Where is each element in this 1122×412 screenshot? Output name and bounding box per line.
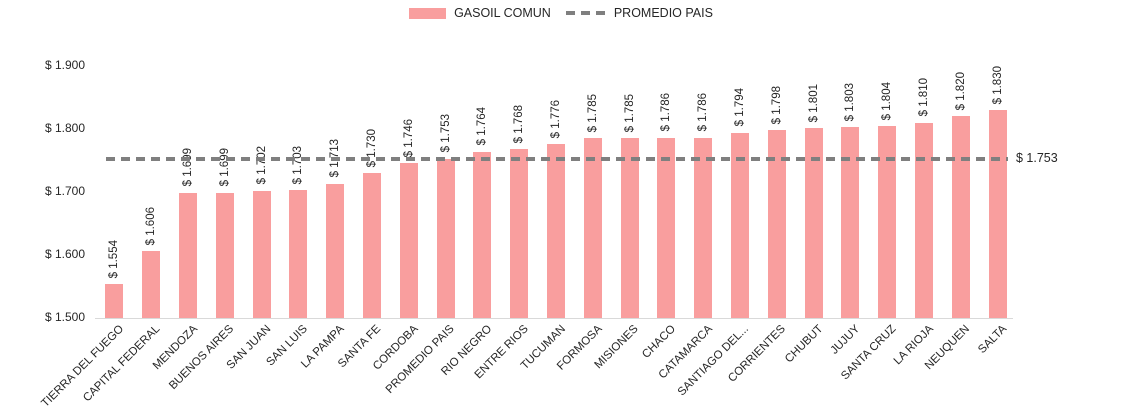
bar-group: $ 1.785 [611,94,648,318]
x-axis-label: BUENOS AIRES [167,323,237,393]
bar-group: $ 1.785 [574,94,611,318]
bar-group: $ 1.554 [96,240,133,318]
average-line [106,156,1008,161]
bar-value-label: $ 1.702 [255,146,268,185]
x-axis-line [95,318,1013,319]
chart-legend: GASOIL COMUN PROMEDIO PAIS [0,6,1122,20]
bar [620,138,639,318]
bar [326,183,345,318]
bar-value-label: $ 1.798 [770,85,783,125]
x-axis-label: CHUBUT [782,323,826,366]
bar-group: $ 1.768 [501,105,538,318]
bar-value-label: $ 1.786 [660,93,673,132]
bar-group: $ 1.786 [685,93,722,318]
bar-group: $ 1.753 [427,114,464,318]
bar [399,163,418,318]
bar-group: $ 1.730 [354,129,391,318]
bar-group: $ 1.713 [317,139,354,318]
legend-item-gasoil: GASOIL COMUN [409,6,551,20]
bar-group: $ 1.699 [206,148,243,318]
bar-value-label: $ 1.794 [733,88,746,127]
bar-group: $ 1.746 [390,119,427,318]
bar-value-label: $ 1.554 [108,239,121,278]
y-axis-tick: $ 1.800 [44,121,85,135]
y-axis-tick: $ 1.500 [44,310,85,324]
bar [362,173,381,318]
bar-value-label: $ 1.699 [218,148,231,187]
bar-value-label: $ 1.804 [881,82,894,121]
bar [694,137,713,318]
bar-value-label: $ 1.753 [439,114,452,153]
bar-value-label: $ 1.730 [365,128,378,168]
bar [546,144,565,318]
bar-group: $ 1.776 [538,100,575,318]
bar-group: $ 1.804 [869,82,906,318]
y-axis-tick: $ 1.700 [44,184,85,198]
bar-value-label: $ 1.803 [844,82,857,122]
bar-group: $ 1.803 [832,83,869,318]
bar [951,116,970,318]
y-axis-tick: $ 1.900 [44,58,85,72]
gasoil-series-swatch-icon [409,7,447,19]
bar [178,192,197,318]
bar-value-label: $ 1.746 [402,118,415,158]
bar-group: $ 1.786 [648,93,685,318]
x-axis-label: JUJUY [828,323,862,357]
bar-value-label: $ 1.768 [513,104,526,144]
bar [878,126,897,318]
bar-group: $ 1.810 [906,78,943,318]
x-axis-label: SALTA [976,323,1010,357]
x-axis-label: PROMEDIO PAIS [384,323,458,396]
legend-label-gasoil: GASOIL COMUN [454,6,551,20]
bar-value-label: $ 1.820 [954,72,967,111]
average-line-label: $ 1.753 [1016,150,1058,165]
bar [436,158,455,318]
bar-value-label: $ 1.786 [697,93,710,132]
bar [142,251,161,318]
bar-value-label: $ 1.606 [145,206,158,246]
bar-group: $ 1.794 [722,88,759,318]
y-axis-tick: $ 1.600 [44,247,85,261]
bar-group: $ 1.702 [243,146,280,318]
bar-group: $ 1.606 [133,207,170,318]
bar [289,190,308,318]
bar-value-label: $ 1.703 [292,145,305,185]
bar [914,122,933,318]
bar [730,132,749,318]
bar [252,190,271,318]
bar [988,110,1007,318]
legend-label-promedio: PROMEDIO PAIS [613,6,713,20]
bar-group: $ 1.820 [942,72,979,318]
bar-value-label: $ 1.776 [549,99,562,139]
bar-group: $ 1.703 [280,146,317,318]
bar-value-label: $ 1.801 [807,84,820,123]
bar [215,192,234,318]
bar-value-label: $ 1.810 [917,78,930,117]
bar-group: $ 1.798 [758,86,795,318]
legend-item-promedio: PROMEDIO PAIS [565,6,713,20]
bar [105,283,124,318]
promedio-series-swatch-icon [565,11,606,15]
bar-group: $ 1.830 [979,66,1016,318]
bar-value-label: $ 1.830 [991,65,1004,105]
bar-value-label: $ 1.764 [476,107,489,146]
bar [510,149,529,318]
bar-group: $ 1.764 [464,107,501,318]
x-axis-label: CHACO [640,323,678,361]
bar-value-label: $ 1.785 [586,94,599,133]
bar-group: $ 1.801 [795,84,832,318]
bar [583,138,602,318]
bar [473,151,492,318]
bar-group: $ 1.699 [170,148,207,318]
bar [804,128,823,318]
bar [767,130,786,318]
bar-value-label: $ 1.785 [623,94,636,133]
bar [841,127,860,318]
bar-value-label: $ 1.699 [181,148,194,187]
bar [657,137,676,318]
